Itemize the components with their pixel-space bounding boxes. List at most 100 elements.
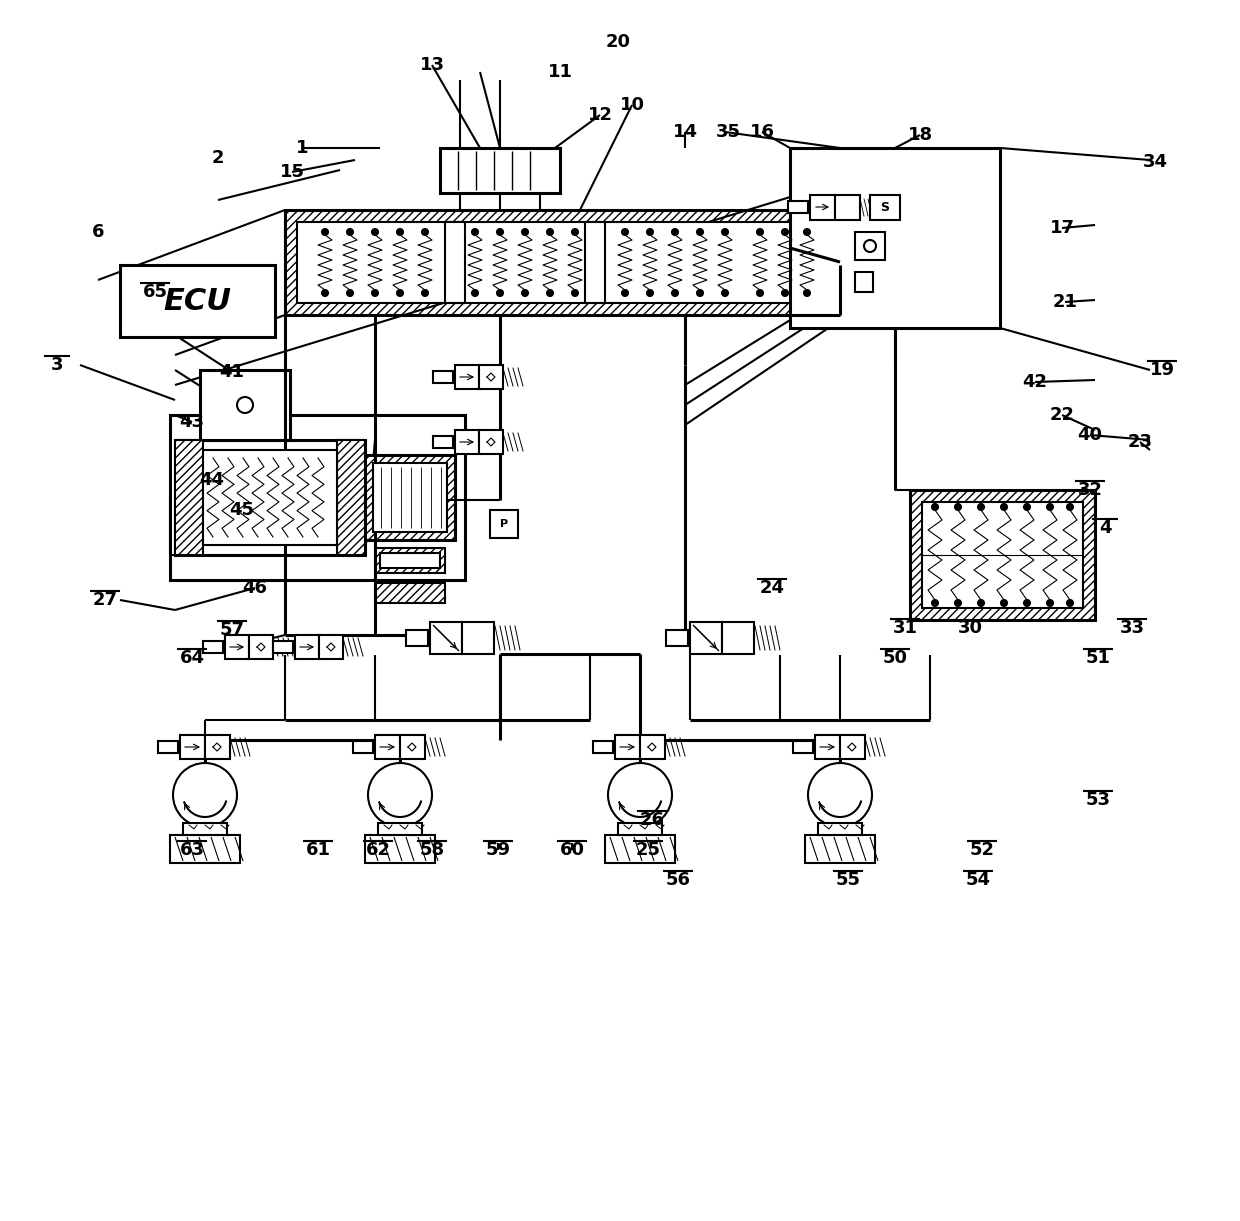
Bar [810, 195, 835, 220]
Text: 41: 41 [219, 363, 244, 381]
Text: 44: 44 [200, 471, 224, 488]
Bar [839, 735, 866, 759]
Text: 45: 45 [229, 501, 254, 519]
Text: 26: 26 [640, 811, 665, 829]
Circle shape [547, 291, 553, 295]
Bar [787, 201, 808, 212]
Circle shape [1001, 504, 1007, 510]
Circle shape [522, 291, 528, 295]
Text: 27: 27 [93, 591, 118, 609]
Bar [463, 621, 494, 654]
Text: 24: 24 [759, 579, 785, 597]
Circle shape [864, 241, 875, 252]
Bar [319, 635, 343, 659]
Bar [640, 735, 665, 759]
Bar [373, 463, 446, 532]
Circle shape [672, 230, 678, 234]
Bar [618, 823, 662, 835]
Bar [433, 371, 453, 383]
Text: 35: 35 [715, 123, 740, 140]
Bar [295, 635, 319, 659]
Circle shape [1066, 504, 1073, 510]
Bar [666, 630, 688, 646]
Circle shape [955, 504, 961, 510]
Circle shape [497, 291, 503, 295]
Circle shape [782, 230, 787, 234]
Circle shape [722, 230, 728, 234]
Text: 6: 6 [92, 223, 104, 241]
Text: 12: 12 [588, 106, 613, 125]
Circle shape [647, 291, 653, 295]
Text: 61: 61 [305, 841, 331, 860]
Bar [365, 455, 455, 540]
Circle shape [932, 600, 937, 606]
Circle shape [756, 291, 763, 295]
Bar [430, 621, 463, 654]
Text: 16: 16 [749, 123, 775, 140]
Circle shape [372, 230, 378, 234]
Bar [815, 735, 839, 759]
Circle shape [347, 230, 353, 234]
Circle shape [322, 291, 329, 295]
Text: 3: 3 [51, 357, 63, 374]
Bar [224, 635, 249, 659]
Bar [856, 272, 873, 292]
Text: 18: 18 [908, 126, 932, 144]
Circle shape [978, 504, 985, 510]
Text: 64: 64 [180, 650, 205, 667]
Bar [285, 210, 839, 315]
Circle shape [647, 230, 653, 234]
Bar [175, 440, 365, 556]
Circle shape [347, 291, 353, 295]
Bar [203, 641, 223, 653]
Text: 46: 46 [243, 579, 268, 597]
Circle shape [397, 291, 403, 295]
Circle shape [622, 230, 627, 234]
Bar [200, 370, 290, 440]
Bar [180, 735, 205, 759]
Circle shape [572, 230, 578, 234]
Bar [585, 222, 605, 303]
Text: 10: 10 [620, 96, 645, 114]
Bar [479, 365, 503, 389]
Circle shape [672, 291, 678, 295]
Bar [605, 835, 675, 863]
Bar [401, 735, 425, 759]
Bar [379, 553, 440, 568]
Text: 40: 40 [1078, 426, 1102, 444]
Circle shape [422, 291, 428, 295]
Bar [337, 440, 365, 556]
Bar [445, 222, 465, 303]
Text: 58: 58 [419, 841, 445, 860]
Bar [479, 430, 503, 454]
Bar [910, 490, 1095, 620]
Circle shape [756, 230, 763, 234]
Text: P: P [500, 519, 508, 529]
Bar [378, 823, 422, 835]
Circle shape [472, 291, 477, 295]
Circle shape [608, 763, 672, 827]
Circle shape [808, 763, 872, 827]
Text: 55: 55 [836, 871, 861, 889]
Bar [157, 741, 179, 753]
Text: 19: 19 [1149, 361, 1174, 379]
Text: 42: 42 [1023, 372, 1048, 391]
Bar [455, 430, 479, 454]
Text: 14: 14 [672, 123, 698, 140]
Circle shape [932, 504, 937, 510]
Bar [433, 436, 453, 448]
Circle shape [782, 291, 787, 295]
Bar [365, 835, 435, 863]
Text: ECU: ECU [162, 287, 231, 315]
Text: 20: 20 [605, 33, 630, 51]
Text: 50: 50 [883, 650, 908, 667]
Circle shape [1047, 600, 1053, 606]
Circle shape [1001, 600, 1007, 606]
Circle shape [804, 230, 810, 234]
Text: 52: 52 [970, 841, 994, 860]
Bar [455, 365, 479, 389]
Text: 57: 57 [219, 621, 244, 639]
Bar [353, 741, 373, 753]
Bar [170, 835, 241, 863]
Text: 33: 33 [1120, 619, 1145, 637]
